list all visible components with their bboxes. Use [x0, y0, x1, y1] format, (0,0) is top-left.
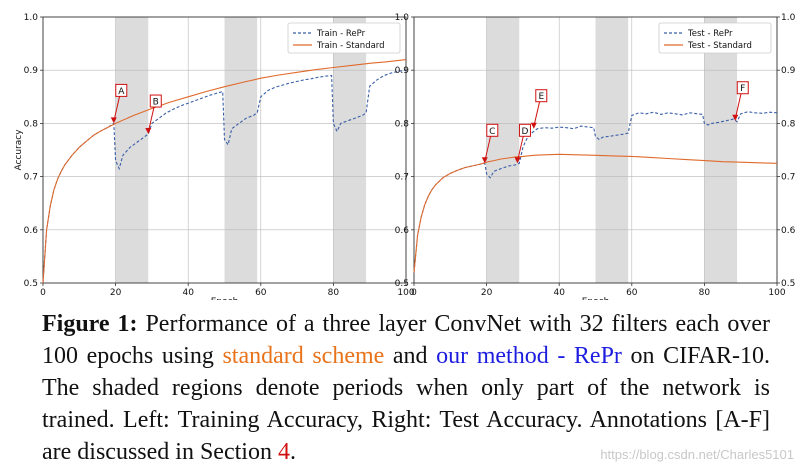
annotation-box [486, 123, 499, 137]
x-tick-label: 0 [40, 288, 46, 298]
legend-label: Train - RePr [316, 29, 366, 39]
y-tick-label: 0.9 [24, 66, 39, 76]
figure-caption: Figure 1: Performance of a three layer C… [42, 308, 770, 468]
chart-panel-right: 0.5 0.5 0.6 0.6 0.7 0.7 0.8 0.8 0.9 0.9 1.0 1.0 0 20 4… [395, 13, 796, 300]
annotation-E: E [530, 89, 548, 129]
y-tick-label: 0.6 [395, 226, 410, 236]
annotation-arrowhead [481, 157, 488, 164]
x-tick-label: 80 [328, 288, 340, 298]
legend-label: Test - Standard [687, 41, 752, 51]
legend: Train - RePr Train - Standard [287, 22, 401, 54]
series-line-train-standard [42, 59, 407, 284]
x-tick-label: 100 [768, 288, 785, 298]
y-tick-label: 0.9 [395, 66, 410, 76]
annotation-F: F [732, 81, 749, 121]
chart-panel-left: 0.5 0.6 0.7 0.8 0.9 1.0 0 20 40 60 80 100 Epoch Accur… [14, 13, 415, 300]
annotation-arrow [113, 95, 121, 122]
legend-box [287, 22, 401, 54]
annotation-B: B [145, 94, 162, 135]
annotation-label: F [740, 84, 745, 94]
legend-label: Test - RePr [687, 29, 733, 39]
annotation-arrowhead [530, 122, 537, 129]
x-tick-label: 0 [411, 288, 417, 298]
y-tick-label-right: 0.9 [781, 66, 796, 76]
annotation-A: A [110, 83, 128, 124]
y-axis-label: Accuracy [14, 129, 24, 171]
y-tick-label: 0.6 [24, 226, 39, 236]
annotation-box [115, 83, 128, 97]
y-tick-label: 0.5 [395, 279, 409, 289]
annotation-arrowhead [110, 117, 117, 124]
annotation-arrowhead [145, 128, 152, 135]
annotation-label: E [538, 92, 544, 102]
y-tick-label: 1.0 [395, 13, 410, 23]
shaded-region-2 [224, 17, 258, 283]
annotation-box [518, 123, 531, 137]
annotation-label: D [521, 127, 528, 137]
y-tick-label: 0.8 [395, 119, 410, 129]
caption-standard-scheme: standard scheme [222, 343, 385, 369]
legend-box [658, 22, 772, 54]
y-tick-label: 0.5 [24, 279, 38, 289]
annotation-arrow [147, 105, 155, 133]
y-tick-label-right: 0.8 [781, 119, 796, 129]
plot-frame [413, 16, 778, 284]
annotation-label: B [153, 98, 159, 108]
caption-our-method: our method - RePr [436, 343, 622, 369]
y-tick-label: 0.7 [395, 173, 409, 183]
series-line-test-standard [413, 153, 778, 273]
figure-charts: 0.5 0.6 0.7 0.8 0.9 1.0 0 20 40 60 80 100 Epoch Accur… [14, 13, 796, 300]
shaded-region-2 [595, 17, 629, 283]
shaded-region-3 [704, 17, 738, 283]
annotation-D: D [514, 123, 531, 164]
caption-label: Figure 1: [42, 311, 138, 337]
caption-section-link[interactable]: 4 [277, 439, 290, 465]
annotation-arrow [533, 100, 541, 127]
x-axis-label: Epoch [582, 297, 610, 300]
x-tick-label: 20 [110, 288, 122, 298]
annotation-box [736, 81, 749, 95]
x-axis-label: Epoch [211, 297, 239, 300]
caption-text-2: and [384, 343, 437, 369]
legend-label: Train - Standard [316, 41, 385, 51]
y-tick-label-right: 1.0 [781, 13, 796, 23]
annotation-arrowhead [514, 157, 521, 164]
y-tick-label-right: 0.5 [781, 279, 795, 289]
y-tick-label: 1.0 [24, 13, 39, 23]
x-tick-label: 40 [182, 288, 194, 298]
shaded-region-1 [115, 17, 149, 283]
x-tick-label: 80 [699, 288, 711, 298]
y-tick-label: 0.8 [24, 119, 39, 129]
annotation-C: C [481, 123, 499, 164]
shaded-region-3 [333, 17, 367, 283]
caption-text-3: on CIFAR-10. The shaded regions denote p… [42, 343, 770, 465]
y-tick-label-right: 0.7 [781, 173, 795, 183]
legend: Test - RePr Test - Standard [658, 22, 772, 54]
annotation-arrow [516, 135, 524, 162]
plot-frame [42, 16, 407, 284]
annotation-arrowhead [732, 114, 739, 121]
y-tick-label: 0.7 [24, 173, 38, 183]
y-tick-label-right: 0.6 [781, 226, 796, 236]
watermark-url: https://blog.csdn.net/Charles5101 [600, 447, 794, 462]
caption-text-1: Performance of a three layer ConvNet wit… [42, 311, 770, 369]
x-tick-label: 20 [481, 288, 493, 298]
x-tick-label: 60 [255, 288, 267, 298]
shaded-region-1 [486, 17, 520, 283]
caption-text-4: . [289, 439, 296, 465]
annotation-arrow [484, 135, 492, 162]
annotation-box [535, 89, 548, 103]
annotation-label: A [118, 87, 125, 97]
x-tick-label: 40 [553, 288, 565, 298]
annotation-arrow [734, 92, 742, 119]
annotation-label: C [489, 127, 495, 137]
x-tick-label: 100 [397, 288, 414, 298]
x-tick-label: 60 [626, 288, 638, 298]
annotation-box [149, 94, 162, 108]
